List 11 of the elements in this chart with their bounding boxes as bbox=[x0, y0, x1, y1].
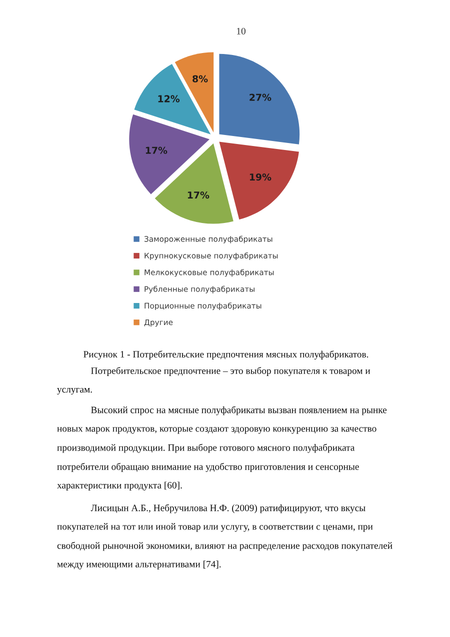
data-label: 19% bbox=[250, 173, 272, 181]
data-label: 17% bbox=[146, 146, 168, 154]
data-label: 12% bbox=[158, 95, 180, 102]
data-label: 17% bbox=[188, 191, 210, 199]
text: Рисунок 1 - Потребительские предпочтения мясных полуфабрикатов. bbox=[84, 350, 368, 360]
data-label: 8% bbox=[192, 75, 208, 82]
data-label: 27% bbox=[250, 94, 272, 101]
text: Лисицын А.Б., Небручилова Н.Ф. (2009) ратифицируют, что вкусы покупателей на тот или иной товар или услугу, в соответствии с ценами, при свободной рыночной экономики, влияют на распределение расходов покупателей между имеющими альтернативами [74]. bbox=[57, 504, 392, 570]
text: Высокий спрос на мясные полуфабрикаты вызван появлением на рынке новых марок продуктов, которые создают здоровую конкуренцию за качество производимой продукции. При выборе готового мясного полуфабриката потребители обращаю внимание на удобство приготовления и сенсорные характеристики продукта [60]. bbox=[57, 406, 387, 490]
text: Потребительское предпочтение – это выбор покупателя к товаром и услугам. bbox=[57, 367, 370, 395]
text: 10 bbox=[236, 28, 246, 34]
